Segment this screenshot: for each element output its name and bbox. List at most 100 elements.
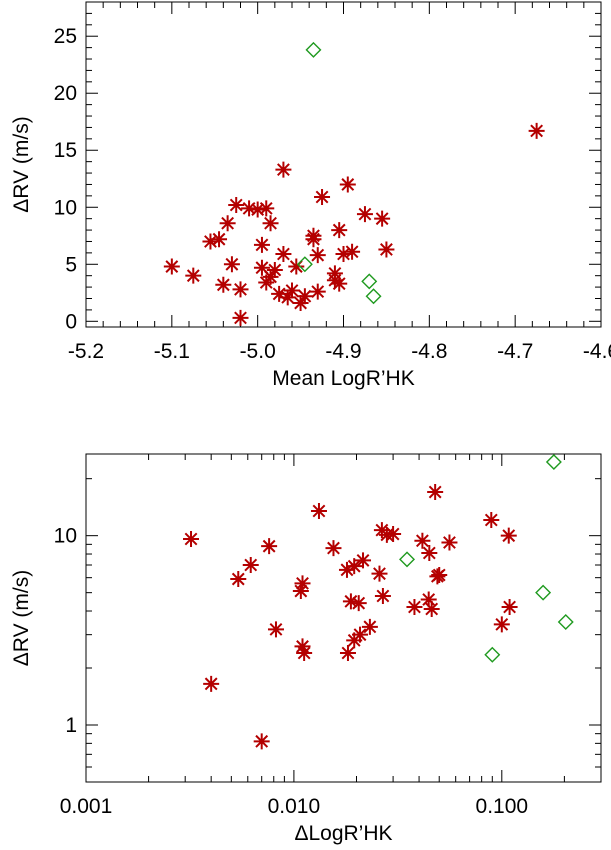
x-tick-label: 0.001 [60,795,113,818]
data-point-asterisk [427,484,444,501]
data-point-asterisk [500,527,517,544]
data-point-asterisk [211,231,228,248]
data-point-asterisk [228,196,245,213]
data-point-asterisk [374,588,391,605]
data-point-asterisk [493,616,510,633]
data-point-asterisk [253,733,270,750]
data-point-asterisk [356,206,373,223]
data-point-asterisk [350,595,367,612]
data-point-diamond [557,614,574,630]
data-point-asterisk [331,275,348,292]
top-scatter-panel: -5.2 -5.1 -5.0 -4.9 -4.8 -4.7 -4.6 0 5 10 15 20 25 Me… [10,1,611,390]
data-point-asterisk [253,259,270,276]
data-point-asterisk [292,583,309,600]
data-point-asterisk [528,122,545,139]
data-point-asterisk [266,261,283,278]
data-point-asterisk [242,557,259,573]
data-point-asterisk [423,600,440,617]
x-tick-label: 0.100 [476,795,529,818]
data-point-asterisk [271,285,288,302]
data-point-asterisk [279,289,296,306]
data-point-asterisk [325,540,342,557]
data-point-asterisk [346,632,363,649]
y-tick-label: 15 [54,139,77,162]
data-point-asterisk [352,626,369,643]
data-point-asterisk [203,675,220,692]
data-point-asterisk [275,246,292,263]
data-point-asterisk [414,532,431,549]
data-point-asterisk [223,256,240,273]
x-tick-label: -5.2 [68,340,104,363]
data-point-asterisk [371,565,388,582]
data-point-asterisk [296,288,313,305]
data-point-asterisk [232,309,249,326]
data-point-asterisk [275,161,292,178]
data-point-diamond [535,584,552,601]
data-point-diamond [484,646,501,663]
data-point-diamond [545,453,562,470]
data-point-asterisk [346,558,363,575]
data-point-asterisk [421,544,438,561]
data-point-asterisk [441,534,458,551]
x-tick-label: -5.0 [240,340,276,363]
data-point-asterisk [296,645,313,662]
x-axis-label: ΔLogR’HK [294,822,392,845]
x-tick-label: -4.7 [497,340,533,363]
data-point-asterisk [262,215,279,232]
data-point-asterisk [339,176,356,193]
x-tick-label: -4.6 [583,340,611,363]
data-point-diamond [361,273,378,290]
data-point-diamond [399,551,416,568]
y-tick-label: 20 [54,82,77,105]
data-point-asterisk [294,638,311,655]
data-point-asterisk [185,267,202,284]
data-point-asterisk [249,201,266,218]
data-point-asterisk [232,281,249,298]
data-point-asterisk [292,295,309,312]
data-point-asterisk [355,552,372,569]
data-point-asterisk [406,599,423,616]
data-point-asterisk [374,210,391,227]
data-point-asterisk [342,593,359,610]
x-tick-label: -4.8 [411,340,447,363]
data-point-asterisk [253,236,270,253]
data-point-asterisk [431,566,448,583]
data-point-asterisk [258,200,275,217]
x-tick-label: 0.010 [268,795,321,818]
data-point-asterisk [219,215,236,232]
x-tick-label: -4.9 [325,340,361,363]
data-point-asterisk [241,200,258,217]
data-point-asterisk [230,571,247,588]
data-point-asterisk [378,241,395,258]
y-tick-label: 10 [54,196,77,219]
data-point-asterisk [262,268,279,285]
data-point-asterisk [267,621,284,638]
data-point-asterisk [331,222,348,239]
data-point-asterisk [338,561,355,578]
y-tick-label: 25 [54,25,77,48]
data-point-asterisk [501,599,518,616]
data-point-asterisk [335,246,352,263]
data-point-asterisk [314,189,331,205]
data-point-asterisk [344,243,361,260]
bottom-scatter-panel: 0.001 0.010 0.100 1 10 ΔLogR’HK ΔRV (m/s) [10,453,602,845]
data-point-asterisk [339,645,356,662]
y-tick-label: 5 [65,253,77,276]
data-point-asterisk [309,283,326,300]
y-axis-label: ΔRV (m/s) [10,570,33,666]
data-point-asterisk [483,511,500,528]
data-point-asterisk [288,258,305,275]
data-point-asterisk [163,258,180,275]
data-point-asterisk [305,231,322,248]
data-point-asterisk [309,247,326,264]
data-point-asterisk [420,591,437,608]
y-tick-label: 10 [54,525,77,548]
data-point-asterisk [361,618,378,635]
y-tick-label: 1 [65,714,77,737]
data-point-asterisk [215,276,232,293]
data-point-diamond [365,288,382,305]
y-axis-label: ΔRV (m/s) [10,116,33,212]
data-point-asterisk [385,526,402,543]
y-tick-label: 0 [65,310,77,333]
